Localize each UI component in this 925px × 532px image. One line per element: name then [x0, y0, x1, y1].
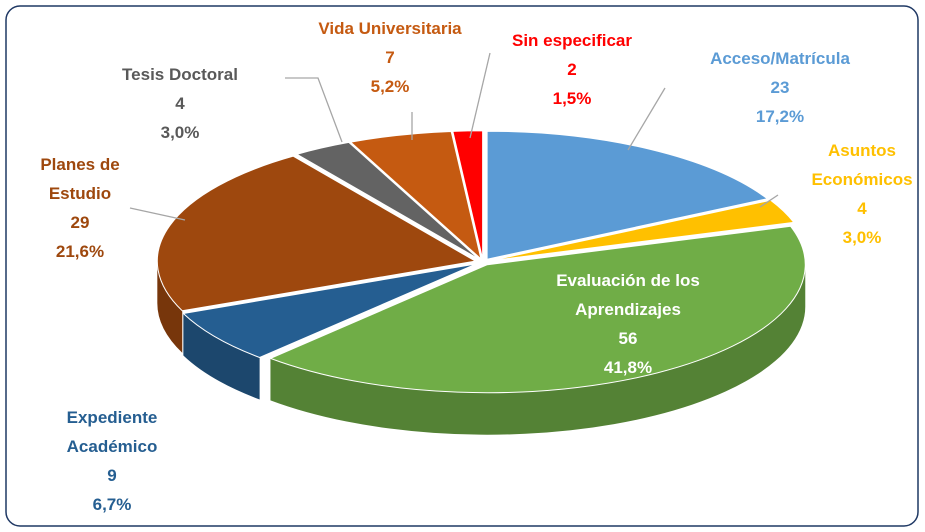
data-label: Sin especificar 2 1,5% [487, 26, 657, 113]
category-label: Planes de Estudio [40, 155, 120, 203]
category-label: Sin especificar [511, 31, 632, 50]
percent-label: 17,2% [755, 107, 805, 126]
value-label: 56 [618, 329, 638, 348]
value-label: 7 [385, 48, 395, 67]
pie [156, 130, 806, 435]
category-label: Acceso/Matrícula [710, 49, 850, 68]
data-label: Evaluación de los Aprendizajes 56 41,8% [523, 266, 733, 382]
leader-line [129, 207, 186, 221]
percent-label: 3,0% [842, 228, 882, 247]
data-label: Asuntos Económicos 4 3,0% [797, 136, 925, 252]
data-label: Planes de Estudio 29 21,6% [20, 150, 140, 266]
category-label: Vida Universitaria [318, 19, 462, 38]
slice-side [270, 264, 806, 435]
percent-label: 1,5% [552, 89, 592, 108]
percent-label: 5,2% [370, 77, 410, 96]
percent-label: 41,8% [603, 358, 653, 377]
slice [452, 130, 484, 259]
value-label: 2 [567, 60, 577, 79]
leader-line [469, 52, 491, 139]
value-label: 29 [70, 213, 90, 232]
leader-line [627, 87, 666, 151]
data-label: Vida Universitaria 7 5,2% [285, 14, 495, 101]
slice [269, 225, 806, 394]
data-label: Acceso/Matrícula 23 17,2% [680, 44, 880, 131]
category-label: Expediente Académico [66, 408, 158, 456]
slice-side [183, 313, 260, 400]
data-label: Expediente Académico 9 6,7% [37, 403, 187, 519]
category-label: Asuntos Económicos [811, 141, 913, 189]
slice [182, 263, 477, 359]
value-label: 4 [175, 94, 185, 113]
category-label: Evaluación de los Aprendizajes [556, 271, 700, 319]
percent-label: 3,0% [160, 123, 200, 142]
slice [486, 130, 769, 260]
category-label: Tesis Doctoral [122, 65, 238, 84]
value-label: 4 [857, 199, 867, 218]
slice-side [157, 261, 183, 353]
slice [349, 130, 482, 261]
leader-line [759, 194, 779, 208]
data-label: Tesis Doctoral 4 3,0% [100, 60, 260, 147]
leader-line [285, 77, 343, 143]
slice [156, 155, 477, 312]
value-label: 23 [770, 78, 790, 97]
value-label: 9 [107, 466, 117, 485]
percent-label: 21,6% [55, 242, 105, 261]
percent-label: 6,7% [92, 495, 132, 514]
slice [295, 141, 480, 260]
